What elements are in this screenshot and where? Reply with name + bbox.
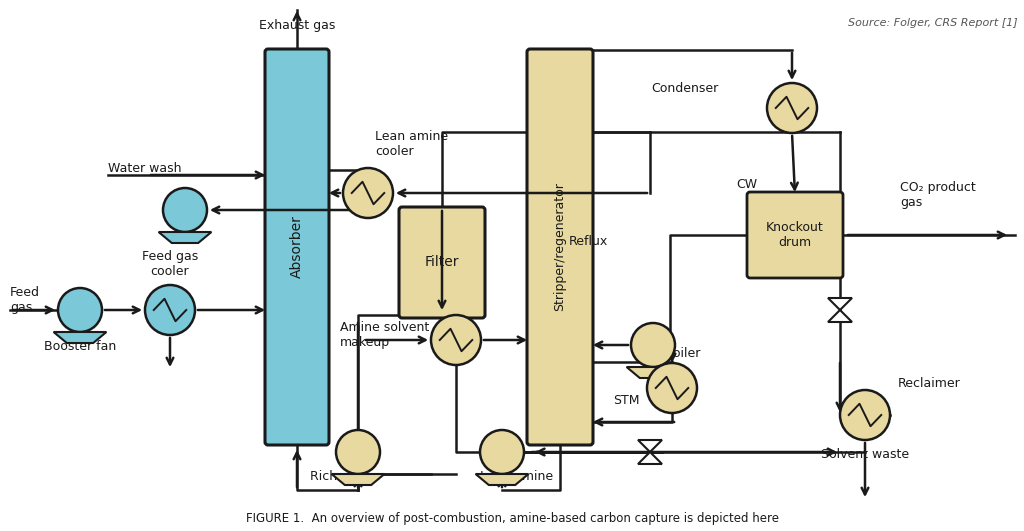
Circle shape [480, 430, 524, 474]
Polygon shape [53, 332, 106, 343]
Text: Stripper/regenerator: Stripper/regenerator [554, 183, 566, 312]
Text: Source: Folger, CRS Report [1]: Source: Folger, CRS Report [1] [848, 18, 1018, 28]
Text: CO₂ product
gas: CO₂ product gas [900, 181, 976, 209]
Text: Reboiler: Reboiler [650, 347, 701, 360]
Text: Solvent waste: Solvent waste [821, 448, 909, 461]
Text: Booster fan: Booster fan [44, 340, 116, 353]
Polygon shape [332, 474, 384, 485]
Circle shape [58, 288, 102, 332]
Text: Rich amine: Rich amine [310, 470, 380, 483]
Text: Water wash: Water wash [108, 162, 181, 175]
Polygon shape [828, 298, 852, 310]
Text: Knockout
drum: Knockout drum [766, 221, 824, 249]
Circle shape [767, 83, 817, 133]
Circle shape [840, 390, 890, 440]
Text: Reclaimer: Reclaimer [898, 377, 961, 390]
Text: Filter: Filter [425, 255, 459, 270]
FancyBboxPatch shape [399, 207, 485, 318]
Circle shape [336, 430, 380, 474]
Circle shape [163, 188, 207, 232]
Text: Condenser: Condenser [650, 82, 718, 95]
Circle shape [343, 168, 393, 218]
Circle shape [145, 285, 195, 335]
Text: FIGURE 1.  An overview of post-combustion, amine-based carbon capture is depicte: FIGURE 1. An overview of post-combustion… [246, 512, 778, 525]
Polygon shape [159, 232, 211, 243]
Text: CW: CW [736, 178, 757, 191]
Text: Reflux: Reflux [568, 235, 608, 248]
FancyBboxPatch shape [265, 49, 329, 445]
Text: Lean amine
cooler: Lean amine cooler [375, 130, 449, 158]
Polygon shape [627, 367, 679, 378]
FancyBboxPatch shape [746, 192, 843, 278]
Polygon shape [828, 310, 852, 322]
Polygon shape [638, 452, 662, 464]
Text: Lean amine: Lean amine [480, 470, 553, 483]
Text: Amine solvent
makeup: Amine solvent makeup [340, 321, 429, 349]
Polygon shape [638, 440, 662, 452]
Polygon shape [475, 474, 528, 485]
FancyBboxPatch shape [527, 49, 593, 445]
Circle shape [431, 315, 481, 365]
Text: Absorber: Absorber [290, 216, 304, 278]
Text: STM: STM [613, 393, 640, 407]
Text: Exhaust gas: Exhaust gas [259, 19, 335, 32]
Circle shape [631, 323, 675, 367]
Text: Feed
gas: Feed gas [10, 286, 40, 314]
Text: Feed gas
cooler: Feed gas cooler [142, 250, 198, 278]
Circle shape [647, 363, 697, 413]
